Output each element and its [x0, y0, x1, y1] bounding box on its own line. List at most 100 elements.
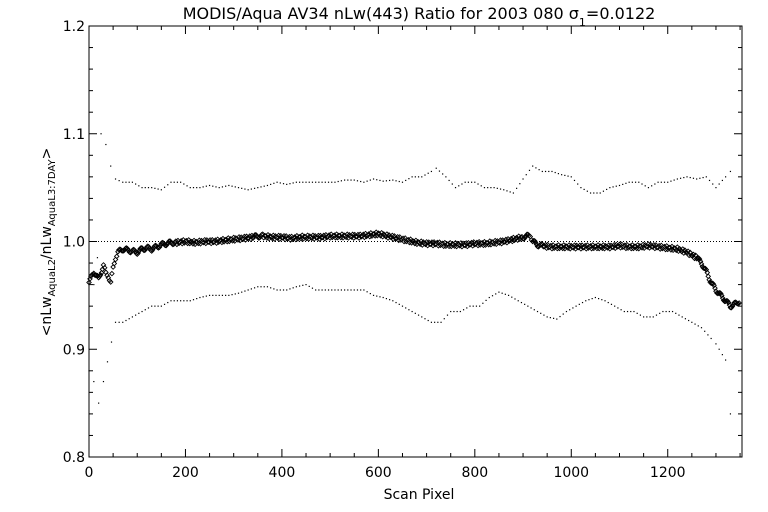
upper-bound-point [464, 181, 466, 183]
upper-bound-point [350, 179, 352, 181]
mean-ratio-point [627, 243, 634, 249]
upper-bound-point [705, 176, 707, 178]
lower-bound-point [443, 318, 445, 320]
upper-bound-point [151, 187, 153, 189]
upper-bound-point [567, 175, 569, 177]
upper-bound-point [398, 180, 400, 183]
upper-bound-point [276, 181, 278, 183]
lower-bound-point [186, 300, 188, 302]
lower-bound-point [475, 305, 478, 307]
upper-bound-point [100, 133, 102, 135]
upper-bound-point [461, 183, 463, 185]
upper-bound-point [699, 177, 701, 179]
lower-bound-point [183, 300, 185, 302]
lower-bound-point [585, 300, 587, 302]
mean-ratio-point [331, 232, 338, 239]
upper-bound-point [458, 185, 460, 187]
upper-bound-point [347, 179, 349, 181]
upper-bound-point [663, 181, 666, 183]
lower-bound-point [646, 316, 648, 318]
mean-ratio-point [718, 292, 725, 299]
upper-bound-point [692, 177, 695, 179]
mean-ratio-point [553, 243, 560, 249]
upper-bound-point [228, 184, 230, 187]
mean-ratio-point [247, 236, 254, 243]
upper-bound-point [118, 180, 120, 182]
lower-bound-point [167, 301, 169, 304]
mean-ratio-point [217, 236, 224, 243]
lower-bound-point [241, 291, 243, 293]
lower-bound-point [472, 305, 474, 307]
lower-bound-point [88, 284, 90, 286]
lower-bound-point [392, 300, 394, 302]
lower-bound-point [729, 413, 732, 415]
upper-bound-point [660, 181, 662, 183]
upper-bound-point [263, 185, 265, 187]
lower-bound-point [141, 310, 143, 313]
upper-bound-point [88, 370, 90, 372]
mean-ratio-point [297, 233, 303, 240]
upper-bound-point [471, 181, 473, 183]
lower-bound-point [389, 299, 391, 301]
mean-ratio-point [224, 238, 231, 245]
lower-bound-point [665, 310, 667, 313]
lower-bound-point [260, 286, 262, 288]
lower-bound-point [434, 321, 436, 323]
mean-ratio-point [142, 247, 148, 254]
upper-bound-point [493, 187, 495, 189]
mean-ratio-point [336, 232, 343, 239]
lower-bound-point [218, 294, 220, 296]
mean-ratio-point [698, 261, 705, 267]
mean-ratio-point [514, 237, 521, 243]
mean-ratio-point [291, 234, 298, 240]
upper-bound-point [231, 185, 233, 187]
upper-bound-point [170, 181, 172, 183]
upper-bound-point [535, 167, 537, 169]
lower-bound-point [331, 289, 333, 291]
mean-ratio-point [632, 243, 639, 250]
lower-bound-point [311, 287, 314, 289]
mean-ratio-point [183, 237, 190, 244]
upper-bound-point [405, 179, 407, 182]
lower-bound-point [157, 305, 159, 307]
mean-ratio-point [464, 243, 471, 250]
upper-bound-point [167, 184, 169, 186]
upper-bound-point [541, 170, 543, 173]
mean-ratio-point [184, 240, 191, 247]
lower-bound-point [469, 305, 471, 307]
mean-ratio-point [332, 234, 339, 241]
lower-bound-point [363, 289, 365, 291]
lower-bound-point [366, 291, 368, 293]
lower-bound-point [118, 321, 120, 323]
lower-bound-point [636, 312, 638, 314]
lower-bound-point [559, 315, 561, 318]
lower-bound-point [122, 321, 124, 323]
mean-ratio-point [410, 238, 417, 245]
upper-bound-point [141, 187, 143, 189]
upper-bound-point [270, 183, 272, 185]
upper-bound-point [408, 178, 410, 180]
lower-bound-point [263, 286, 265, 288]
mean-ratio-point [719, 295, 726, 301]
lower-bound-point [318, 289, 320, 291]
upper-bound-point [451, 183, 453, 185]
upper-bound-point [372, 178, 375, 180]
upper-bound-point [570, 176, 572, 178]
mean-ratio-point [96, 273, 103, 280]
mean-ratio-point [113, 253, 120, 260]
lower-bound-point [681, 316, 683, 318]
upper-bound-point [176, 181, 179, 183]
lower-bound-point [700, 327, 703, 329]
lower-bound-point [491, 295, 494, 297]
upper-bound-point [686, 176, 688, 178]
upper-bound-point [557, 173, 560, 175]
mean-ratio-point [532, 239, 539, 246]
upper-bound-point [490, 187, 492, 189]
lower-bound-point [440, 321, 442, 323]
upper-bound-point [237, 187, 240, 189]
lower-bound-point [569, 309, 571, 311]
lower-bound-point [424, 318, 426, 320]
lower-bound-point [466, 307, 468, 309]
mean-ratio-point [356, 235, 362, 241]
upper-bound-point [625, 182, 627, 184]
